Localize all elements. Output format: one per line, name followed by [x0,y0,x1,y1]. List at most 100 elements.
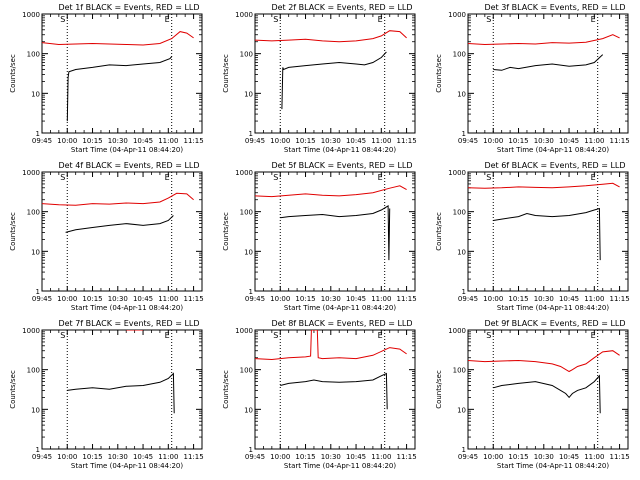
y-tick-label: 1 [36,446,40,454]
x-tick-label: 10:30 [534,453,554,461]
plot-frame [41,13,203,134]
y-axis-label: Counts/sec [222,54,230,93]
x-tick-label: 10:15 [508,453,528,461]
lld-series [42,31,194,46]
y-tick-label: 10 [31,248,40,256]
marker-e-label: E [165,173,170,182]
panel-title: Det 2f BLACK = Events, RED = LLD [271,3,412,12]
x-tick-label: 10:00 [483,137,503,145]
x-tick-label: 10:00 [483,453,503,461]
y-tick-label: 10 [31,406,40,414]
events-series [280,205,391,261]
y-tick-label: 1 [462,288,466,296]
marker-e-label: E [378,15,383,24]
marker-e-label: E [378,331,383,340]
x-tick-label: 10:15 [508,295,528,303]
marker-s-label: S [273,173,278,182]
y-tick-label: 1 [249,130,253,138]
marker-e-label: E [165,15,170,24]
y-axis-label: Counts/sec [9,370,17,409]
x-tick-label: 10:00 [270,453,290,461]
events-series [65,215,174,233]
y-tick-label: 100 [27,367,40,375]
x-tick-label: 11:15 [183,453,203,461]
x-axis-label: Start Time (04-Apr-11 08:44:20) [71,304,183,312]
y-tick-label: 1000 [22,169,40,177]
panel-title: Det 7f BLACK = Events, RED = LLD [58,319,199,328]
y-tick-label: 100 [453,209,466,217]
plot-frame [254,13,416,134]
y-tick-label: 10 [457,406,466,414]
x-tick-label: 11:00 [584,137,604,145]
x-tick-label: 10:00 [270,137,290,145]
y-axis-label: Counts/sec [9,54,17,93]
plot-frame [41,329,203,450]
lld-series [468,350,620,373]
y-tick-label: 1000 [22,11,40,19]
lld-series [255,30,407,43]
panel-title: Det 8f BLACK = Events, RED = LLD [271,319,412,328]
x-tick-label: 11:00 [158,453,178,461]
y-tick-label: 100 [27,209,40,217]
x-tick-label: 09:45 [245,453,265,461]
x-tick-label: 10:30 [534,137,554,145]
marker-e-label: E [591,173,596,182]
x-tick-label: 11:15 [396,137,416,145]
x-tick-label: 10:45 [346,137,366,145]
events-series [66,56,173,122]
x-axis-label: Start Time (04-Apr-11 08:44:20) [284,304,396,312]
marker-s-label: S [60,173,65,182]
panel-det-1: Det 1f BLACK = Events, RED = LLD Counts/s… [9,3,204,154]
y-tick-label: 10 [457,248,466,256]
x-tick-label: 11:00 [584,295,604,303]
events-series [493,207,601,261]
x-tick-label: 09:45 [245,295,265,303]
events-series [493,54,604,71]
x-tick-label: 10:45 [559,453,579,461]
panel-title: Det 4f BLACK = Events, RED = LLD [58,161,199,170]
panel-det-6: Det 6f BLACK = Events, RED = LLD Counts/s… [435,161,630,312]
x-tick-label: 10:00 [57,137,77,145]
x-tick-label: 10:15 [508,137,528,145]
y-tick-label: 1000 [235,11,253,19]
y-axis-label: Counts/sec [435,370,443,409]
x-tick-label: 09:45 [458,295,478,303]
y-tick-label: 1 [249,288,253,296]
x-axis-label: Start Time (04-Apr-11 08:44:20) [71,462,183,470]
x-tick-label: 11:00 [371,137,391,145]
x-tick-label: 09:45 [458,137,478,145]
panel-det-3: Det 3f BLACK = Events, RED = LLD Counts/s… [435,3,630,154]
marker-s-label: S [486,173,491,182]
panel-det-2: Det 2f BLACK = Events, RED = LLD Counts/s… [222,3,417,154]
y-tick-label: 1 [462,446,466,454]
panel-title: Det 5f BLACK = Events, RED = LLD [271,161,412,170]
y-tick-label: 1000 [448,169,466,177]
panel-det-4: Det 4f BLACK = Events, RED = LLD Counts/s… [9,161,204,312]
x-tick-label: 11:15 [609,137,629,145]
marker-e-label: E [378,173,383,182]
x-axis-label: Start Time (04-Apr-11 08:44:20) [284,146,396,154]
panel-det-7: Det 7f BLACK = Events, RED = LLD Counts/s… [9,319,204,470]
y-axis-label: Counts/sec [222,212,230,251]
y-tick-label: 100 [27,51,40,59]
x-tick-label: 10:45 [133,137,153,145]
marker-s-label: S [60,331,65,340]
x-tick-label: 11:00 [371,453,391,461]
x-tick-label: 10:15 [295,453,315,461]
y-tick-label: 10 [244,248,253,256]
y-tick-label: 100 [240,367,253,375]
x-tick-label: 11:15 [183,137,203,145]
plot-frame [467,13,629,134]
y-tick-label: 1 [36,288,40,296]
x-tick-label: 10:30 [321,137,341,145]
x-tick-label: 11:00 [371,295,391,303]
x-axis-label: Start Time (04-Apr-11 08:44:20) [497,146,609,154]
x-tick-label: 11:15 [396,453,416,461]
x-tick-label: 10:15 [82,295,102,303]
x-axis-label: Start Time (04-Apr-11 08:44:20) [497,304,609,312]
y-tick-label: 1 [36,130,40,138]
x-tick-label: 11:00 [584,453,604,461]
x-tick-label: 10:30 [321,295,341,303]
x-tick-label: 11:15 [609,453,629,461]
